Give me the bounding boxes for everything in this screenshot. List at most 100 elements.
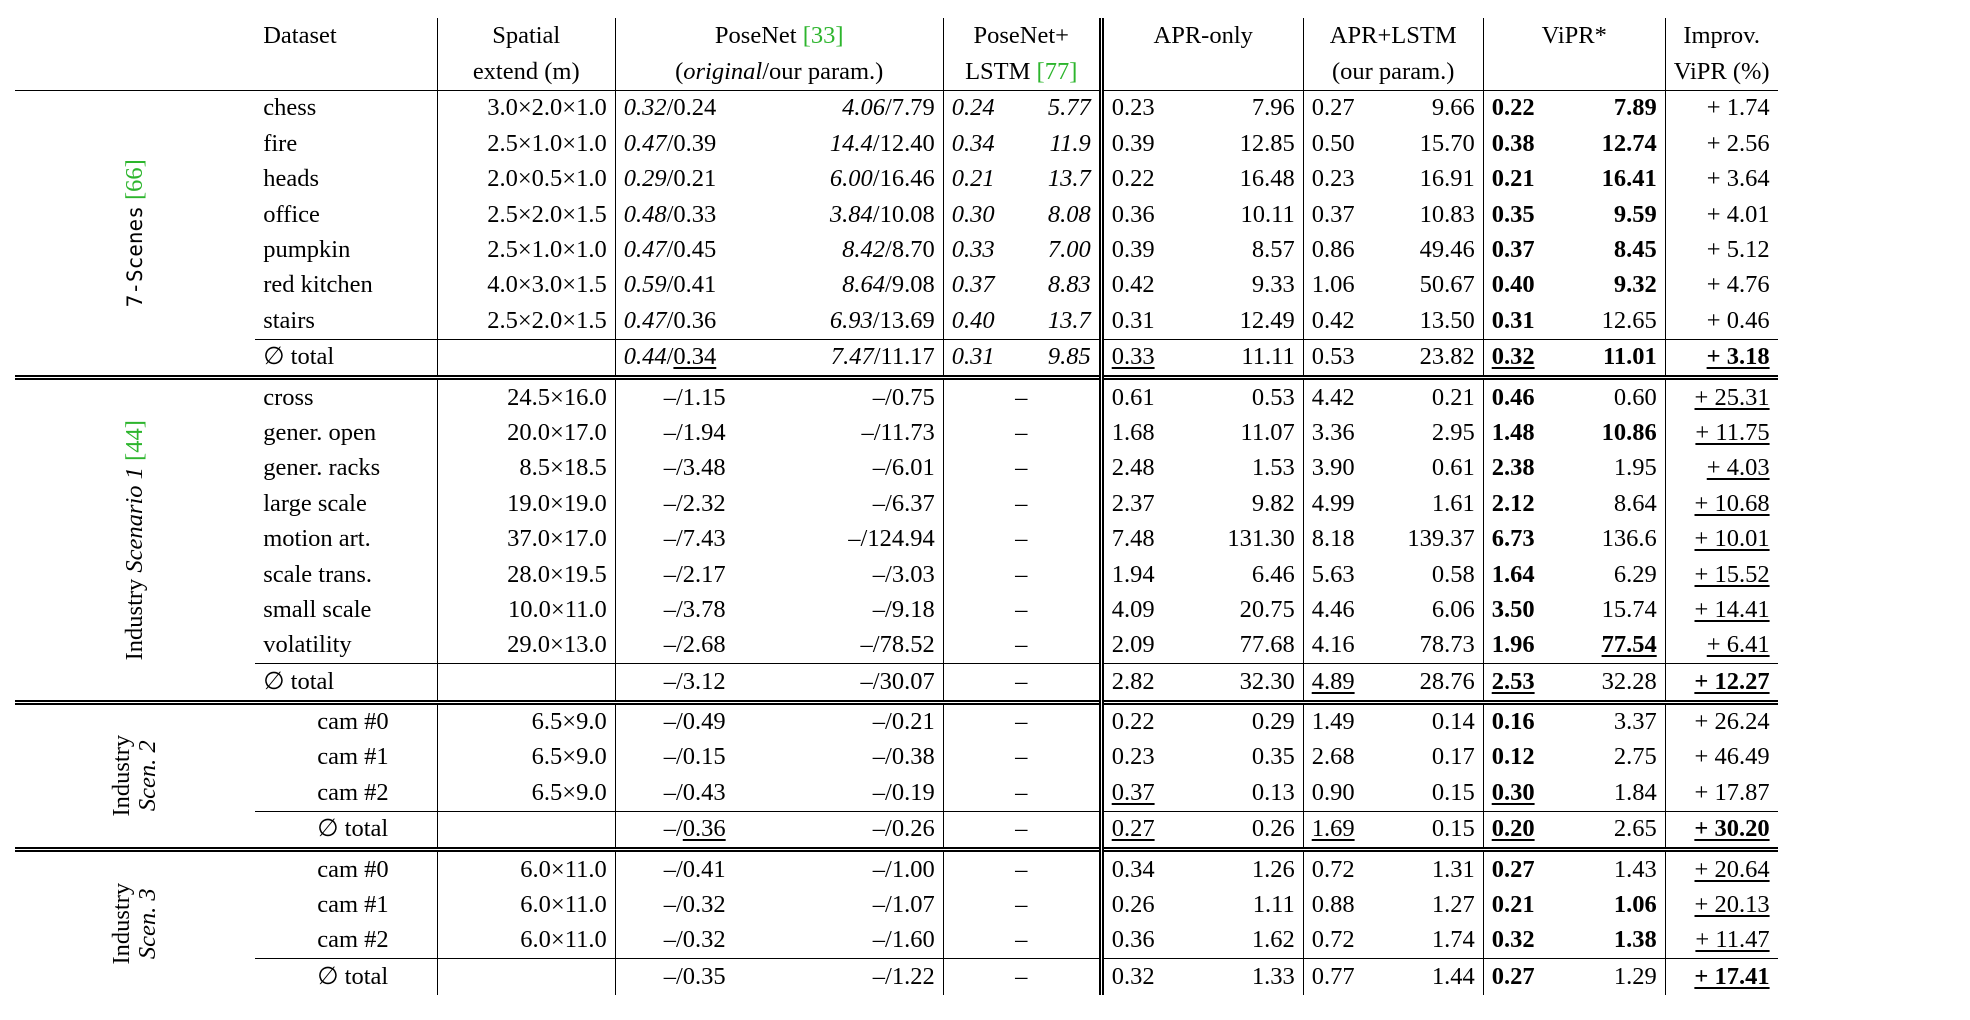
posenet-citation[interactable]: [33] bbox=[802, 21, 844, 49]
table-row: scale trans. 28.0×19.5 –/2.17 –/3.03–1.94 6.… bbox=[15, 557, 1778, 593]
posenet-lstm-value: – bbox=[942, 627, 1102, 664]
spatial-extent: 4.0×3.0×1.5 bbox=[436, 267, 616, 304]
vipr-position: 0.12 bbox=[1482, 740, 1578, 776]
posenet-position: 0.47/0.45 bbox=[614, 232, 766, 268]
posenet-lstm-orientation: 8.83 bbox=[1047, 271, 1091, 299]
vipr-orientation: 77.54 bbox=[1601, 631, 1657, 659]
apr-orientation: 1.11 bbox=[1252, 891, 1295, 919]
improvement-value: + 3.64 bbox=[1664, 161, 1778, 198]
dataset-name: office bbox=[263, 200, 320, 228]
posenet-lstm-position: 0.37 bbox=[942, 267, 1024, 304]
apr-position: 0.61 bbox=[1098, 375, 1202, 416]
table-row-total: ∅ total –/0.35 –/1.22–0.32 1.33 0.77 1.44 0.27… bbox=[15, 958, 1778, 995]
posenet-lstm-orientation: 5.77 bbox=[1023, 90, 1102, 127]
improvement-value: + 20.13 bbox=[1664, 887, 1778, 923]
dataset-name: small scale bbox=[263, 595, 372, 623]
apr-position: 1.94 bbox=[1098, 557, 1202, 593]
improvement-value: + 26.24 bbox=[1664, 699, 1778, 741]
posenet-lstm-orientation: 11.9 bbox=[1049, 129, 1091, 157]
table-row: volatility 29.0×13.0 –/2.68 –/78.52–2.09 77.… bbox=[15, 627, 1778, 664]
apr-position: 2.09 bbox=[1098, 627, 1202, 664]
improvement-value: + 46.49 bbox=[1664, 740, 1778, 776]
table-row: motion art. 37.0×17.0 –/7.43 –/124.94–7.48 1… bbox=[15, 521, 1778, 558]
vipr-position: 0.31 bbox=[1482, 303, 1578, 340]
apr-orientation: 20.75 bbox=[1239, 595, 1295, 623]
spatial-extent: 37.0×17.0 bbox=[436, 521, 616, 558]
apr-lstm-position: 0.88 bbox=[1302, 887, 1388, 923]
spatial-extent: 6.0×11.0 bbox=[436, 922, 616, 959]
apr-lstm-position: 3.90 bbox=[1302, 450, 1388, 487]
apr-position: 2.48 bbox=[1098, 450, 1202, 487]
vipr-orientation: 1.43 bbox=[1577, 847, 1666, 888]
apr-orientation: 10.11 bbox=[1240, 200, 1295, 228]
dataset-name: fire bbox=[263, 129, 298, 157]
dataset-name: cam #0 bbox=[255, 847, 438, 888]
table-row: Industry Scen. 3 cam #0 6.0×11.0 –/0.41 –/1.0… bbox=[15, 847, 1778, 995]
vipr-position: 0.37 bbox=[1482, 232, 1578, 268]
table-body: 7-Scenes [66] chess 3.0×2.0×1.0 0.32/0.24 4.… bbox=[15, 89, 1778, 995]
posenet-lstm-value: – bbox=[942, 450, 1102, 487]
dataset-name: ∅ total bbox=[255, 810, 438, 850]
spatial-extent: 6.0×11.0 bbox=[436, 847, 616, 888]
vipr-orientation: 1.06 bbox=[1613, 891, 1657, 919]
vipr-orientation: 12.74 bbox=[1601, 129, 1657, 157]
spatial-extent: 8.5×18.5 bbox=[436, 450, 616, 487]
table-row: fire 2.5×1.0×1.0 0.47/0.39 14.4/12.40 0.34 11… bbox=[15, 126, 1778, 162]
vipr-orientation: 11.01 bbox=[1577, 338, 1666, 378]
header-posenet-lstm-sub: LSTM [77] bbox=[942, 54, 1102, 91]
table-row-total: ∅ total –/3.12 –/30.07–2.82 32.30 4.89 28.76 2… bbox=[15, 663, 1778, 703]
posenet-lstm-orientation: 13.7 bbox=[1047, 165, 1091, 193]
posenet-position: –/3.12 bbox=[614, 663, 766, 703]
apr-lstm-orientation: 1.74 bbox=[1431, 926, 1475, 954]
apr-lstm-orientation: 2.95 bbox=[1431, 418, 1475, 446]
apr-lstm-position: 4.46 bbox=[1302, 592, 1388, 628]
improvement-value: + 0.46 bbox=[1664, 303, 1778, 340]
vipr-orientation: 136.6 bbox=[1601, 525, 1657, 553]
lstm-citation[interactable]: [77] bbox=[1036, 57, 1078, 85]
spatial-extent: 2.5×2.0×1.5 bbox=[436, 303, 616, 340]
apr-lstm-position: 0.90 bbox=[1302, 775, 1388, 812]
dataset-name: cam #0 bbox=[255, 699, 438, 741]
apr-lstm-orientation: 6.06 bbox=[1431, 595, 1475, 623]
group-label: 7-Scenes [66] bbox=[15, 89, 256, 379]
vipr-position: 2.38 bbox=[1482, 450, 1578, 487]
table-row: Industry Scen. 2 cam #0 6.5×9.0 –/0.49 –/0.21… bbox=[15, 699, 1778, 851]
header-improv: Improv. bbox=[1664, 18, 1778, 54]
dataset-name: gener. racks bbox=[263, 454, 381, 482]
table-row: pumpkin 2.5×1.0×1.0 0.47/0.45 8.42/8.70 0.33… bbox=[15, 232, 1778, 268]
apr-orientation: 32.30 bbox=[1201, 663, 1304, 703]
spatial-extent: 24.5×16.0 bbox=[436, 375, 616, 416]
apr-lstm-position: 3.36 bbox=[1302, 415, 1388, 451]
apr-lstm-orientation: 1.61 bbox=[1431, 489, 1475, 517]
posenet-lstm-value: – bbox=[942, 486, 1102, 522]
apr-lstm-orientation: 49.46 bbox=[1419, 236, 1475, 263]
apr-orientation: 1.53 bbox=[1251, 454, 1295, 482]
header-posenet-sub: (original/our param.) bbox=[614, 54, 944, 91]
posenet-position: 0.44/0.34 bbox=[614, 338, 766, 378]
apr-lstm-position: 4.16 bbox=[1302, 627, 1388, 664]
apr-orientation: 0.13 bbox=[1251, 778, 1295, 806]
vipr-position: 0.16 bbox=[1482, 699, 1578, 741]
apr-lstm-position: 0.86 bbox=[1302, 232, 1388, 268]
posenet-position: –/3.78 bbox=[614, 592, 766, 628]
vipr-orientation: 15.74 bbox=[1601, 595, 1657, 623]
apr-orientation: 0.29 bbox=[1201, 699, 1304, 741]
posenet-lstm-value: – bbox=[942, 415, 1102, 451]
posenet-position: –/7.43 bbox=[614, 521, 766, 558]
vipr-orientation: 1.29 bbox=[1577, 958, 1666, 995]
posenet-lstm-value: – bbox=[942, 810, 1102, 850]
header-spatial: Spatial bbox=[436, 18, 616, 54]
table-row: gener. open 20.0×17.0 –/1.94 –/11.73–1.68 11… bbox=[15, 415, 1778, 451]
posenet-lstm-value: – bbox=[942, 887, 1102, 923]
apr-lstm-orientation: 10.83 bbox=[1419, 200, 1475, 228]
apr-lstm-position: 1.69 bbox=[1302, 810, 1388, 850]
table-row-total: ∅ total 0.44/0.34 7.47/11.17 0.31 9.85 0.33 11… bbox=[15, 338, 1778, 378]
posenet-position: –/0.41 bbox=[614, 847, 766, 888]
improvement-value: + 10.68 bbox=[1664, 486, 1778, 522]
table-row: gener. racks 8.5×18.5 –/3.48 –/6.01–2.48 1.5… bbox=[15, 450, 1778, 487]
posenet-orientation: –/0.38 bbox=[872, 743, 935, 771]
apr-orientation: 9.33 bbox=[1251, 271, 1295, 299]
improvement-value: + 25.31 bbox=[1664, 375, 1778, 416]
spatial-extent: 29.0×13.0 bbox=[436, 627, 616, 664]
vipr-orientation: 10.86 bbox=[1601, 418, 1657, 446]
